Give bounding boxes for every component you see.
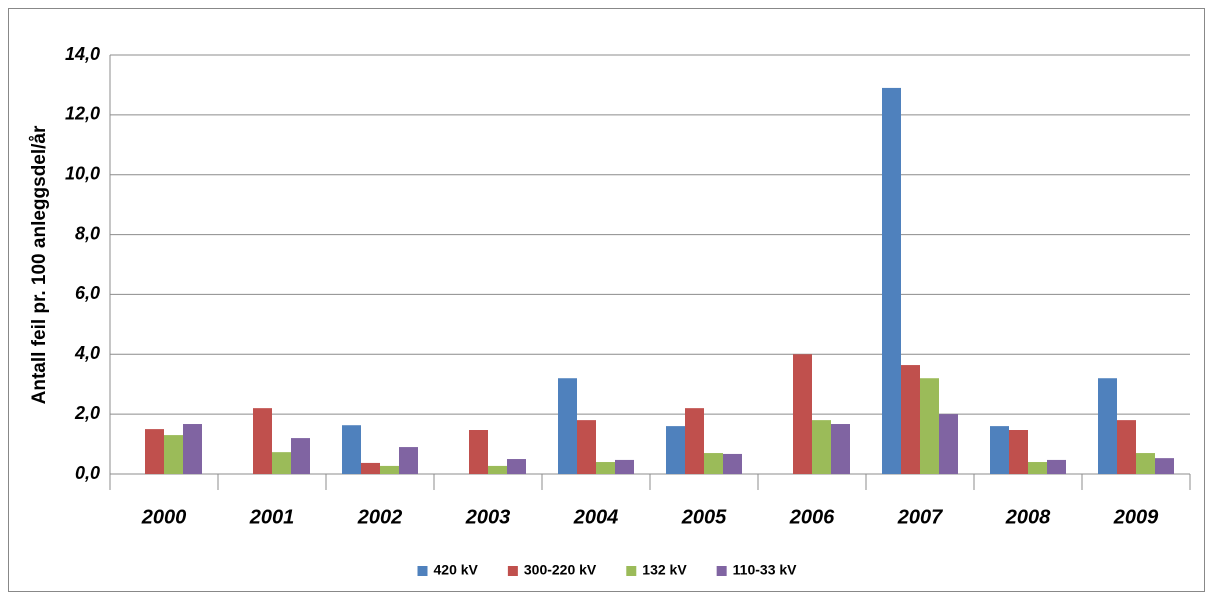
- y-tick-label: 6,0: [75, 283, 100, 303]
- legend-swatch: [417, 566, 428, 576]
- bar: [1098, 378, 1117, 474]
- bar: [253, 408, 272, 474]
- bar: [1028, 462, 1047, 474]
- bar: [183, 424, 202, 474]
- bar: [577, 420, 596, 474]
- bar: [704, 453, 723, 474]
- legend-swatch: [507, 566, 518, 576]
- x-tick-label: 2006: [789, 506, 835, 528]
- y-tick-label: 0,0: [75, 463, 100, 483]
- legend-swatch: [626, 566, 637, 576]
- bar: [342, 425, 361, 474]
- bar: [507, 459, 526, 474]
- legend-label: 110-33 kV: [733, 562, 797, 578]
- y-tick-label: 12,0: [65, 104, 100, 124]
- bar: [469, 430, 488, 474]
- bar: [1117, 420, 1136, 474]
- y-tick-label: 14,0: [65, 44, 100, 64]
- legend-label: 300-220 kV: [524, 562, 597, 578]
- x-tick-label: 2008: [1005, 506, 1051, 528]
- bar: [882, 87, 901, 475]
- y-axis-title: Antall feil pr. 100 anleggsdel/år: [29, 125, 50, 404]
- bar: [939, 414, 958, 474]
- legend-swatch: [716, 566, 727, 576]
- x-tick-label: 2009: [1113, 506, 1159, 528]
- x-tick-label: 2002: [357, 506, 403, 528]
- bar: [1047, 459, 1066, 474]
- bar: [920, 378, 939, 474]
- bar: [812, 420, 831, 474]
- bar: [291, 438, 310, 474]
- y-tick-label: 4,0: [74, 343, 100, 363]
- bar: [1136, 453, 1155, 474]
- bar: [1155, 458, 1174, 474]
- bar: [145, 429, 164, 474]
- bar: [831, 424, 850, 474]
- bar: [272, 452, 291, 474]
- y-tick-label: 8,0: [75, 223, 100, 243]
- bar: [901, 365, 920, 474]
- bar: [558, 378, 577, 474]
- chart-border: [8, 8, 1205, 592]
- bar: [361, 462, 380, 474]
- bar: [793, 354, 812, 474]
- bar: [164, 435, 183, 474]
- bar: [666, 426, 685, 474]
- y-tick-label: 2,0: [74, 403, 100, 423]
- bar: [1009, 430, 1028, 474]
- x-tick-label: 2005: [681, 506, 727, 528]
- bar: [596, 462, 615, 474]
- x-tick-label: 2000: [141, 506, 187, 528]
- x-tick-label: 2007: [897, 506, 943, 528]
- bar: [380, 465, 399, 474]
- x-tick-label: 2003: [465, 506, 511, 528]
- legend-label: 420 kV: [434, 562, 479, 578]
- bar: [685, 408, 704, 474]
- x-tick-label: 2004: [573, 506, 619, 528]
- bar: [615, 459, 634, 474]
- x-tick-label: 2001: [249, 506, 295, 528]
- y-tick-label: 10,0: [65, 163, 100, 183]
- bar: [990, 426, 1009, 474]
- bar: [488, 465, 507, 474]
- legend-label: 132 kV: [642, 562, 687, 578]
- bar: [399, 447, 418, 474]
- bar: [723, 453, 742, 474]
